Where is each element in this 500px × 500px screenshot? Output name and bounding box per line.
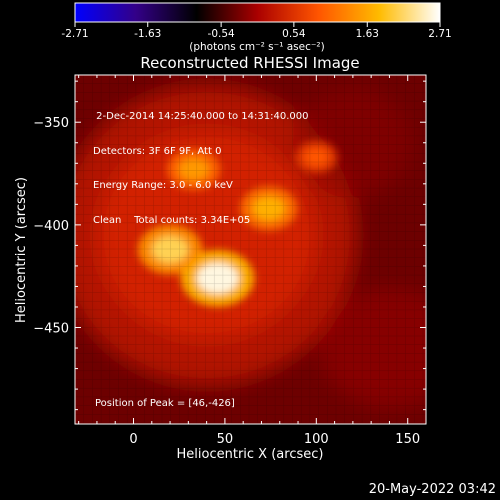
colorbar-tick-label: -0.54 [208,28,235,40]
source-core [178,158,210,181]
x-axis-label: Heliocentric X (arcsec) [177,447,324,462]
colorbar [74,2,441,23]
x-tick-label: 100 [304,432,329,447]
chart-title: Reconstructed RHESSI Image [140,54,359,72]
x-axis-ticks: 0 50 100 150 [78,75,427,447]
heatmap-image [75,75,426,424]
plot-frame [74,74,427,425]
x-tick-label: 50 [217,432,234,447]
observation-info: 2-Dec-2014 14:25:40.000 to 14:31:40.000 … [93,88,309,238]
colorbar-tick-label: 1.63 [356,28,379,40]
source-core [151,235,189,264]
y-tick-label: −450 [33,322,69,337]
colorbar-tick-label: 2.71 [428,28,451,40]
date-stamp: 20-May-2022 03:42 [368,482,496,497]
y-tick-label: −400 [33,219,69,234]
x-tick-label: 150 [395,432,420,447]
info-line-counts: Clean Total counts: 3.34E+05 [93,214,251,226]
source-core [252,196,286,221]
colorbar-tick-label: -1.63 [134,28,161,40]
y-axis-ticks: −350 −400 −450 [33,80,426,411]
colorbar-tick-label: 0.54 [282,28,306,40]
x-tick-label: 0 [129,432,137,447]
info-line-energy: Energy Range: 3.0 - 6.0 keV [93,180,233,191]
peak-position-label: Position of Peak = [46,-426] [95,398,235,409]
y-tick-label: −350 [33,116,69,131]
colorbar-ticks: -2.71 -1.63 -0.54 0.54 1.63 2.71 [61,22,452,40]
info-line-detectors: Detectors: 3F 6F 9F, Att 0 [93,145,222,157]
info-line-time: 2-Dec-2014 14:25:40.000 to 14:31:40.000 [93,111,309,122]
y-axis-label: Heliocentric Y (arcsec) [14,177,29,323]
colorbar-unit-label: (photons cm⁻² s⁻¹ asec⁻²) [189,41,324,53]
source-core [196,262,239,294]
colorbar-tick-label: -2.71 [61,28,88,40]
source-core [304,148,329,167]
